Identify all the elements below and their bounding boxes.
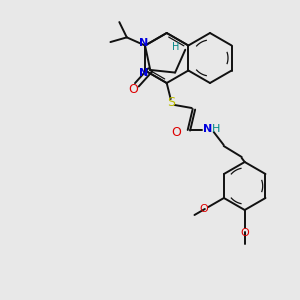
Text: N: N	[140, 68, 149, 77]
Text: O: O	[200, 205, 208, 214]
Text: N: N	[203, 124, 212, 134]
Text: O: O	[171, 125, 181, 139]
Text: N: N	[140, 38, 149, 47]
Text: H: H	[212, 124, 220, 134]
Text: O: O	[128, 83, 138, 96]
Text: O: O	[240, 228, 249, 238]
Text: S: S	[167, 97, 175, 110]
Text: H: H	[172, 42, 180, 52]
